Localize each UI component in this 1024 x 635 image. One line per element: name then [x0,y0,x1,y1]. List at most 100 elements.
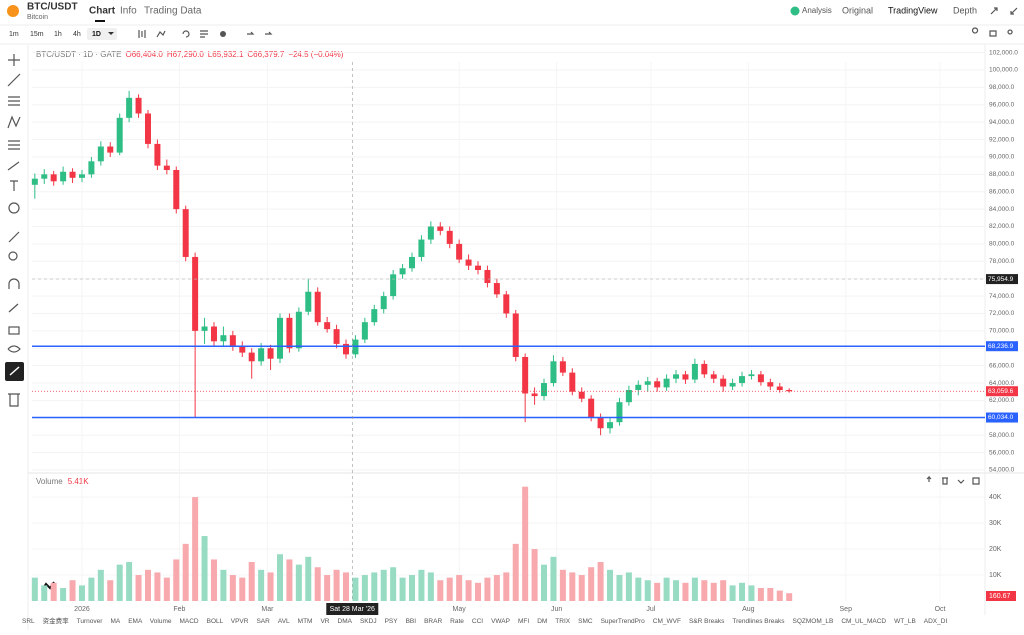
indicator[interactable]: MA [110,618,120,625]
view-option[interactable]: TradingView [888,5,938,15]
expand-icons[interactable] [990,7,1018,15]
interval[interactable]: 4h [73,31,81,38]
indicator[interactable]: BOLL [207,618,224,625]
indicator[interactable]: PSY [385,618,399,625]
indicator[interactable]: Trendlines Breaks [732,618,785,625]
candle-body [654,381,661,388]
indicator[interactable]: AVL [278,618,290,625]
candle-body [286,317,293,349]
x-tick-label: Mar [261,606,274,613]
tab[interactable]: Info [120,6,137,17]
volume-bar [654,582,661,601]
analysis[interactable]: Analysis [802,6,832,15]
interval[interactable]: 1h [54,31,62,38]
volume-bar [201,536,208,601]
view-option[interactable]: Original [842,5,873,15]
interval[interactable]: 1m [9,31,19,38]
y-tick-label: 72,000.0 [989,310,1015,317]
indicator[interactable]: EMA [128,618,143,625]
interval[interactable]: 15m [30,31,44,38]
candle-body [456,243,463,260]
indicator[interactable]: SAR [256,618,270,625]
indicator[interactable]: VWAP [491,618,510,625]
tab[interactable]: Chart [89,6,116,17]
indicator[interactable]: DMA [338,618,353,625]
y-tick-label: 70,000.0 [989,328,1015,335]
indicator[interactable]: MACD [179,618,198,625]
volume-bar [182,543,189,601]
volume-bar [31,577,38,601]
volume-bar [437,580,444,601]
drawing-tools[interactable] [7,54,21,407]
y-tick-label: 20K [989,546,1002,553]
indicator[interactable]: SQZMOM_LB [793,618,834,625]
indicator[interactable]: BBI [406,618,417,625]
indicator[interactable]: S&R Breaks [689,618,725,625]
indicator[interactable]: VR [320,618,329,625]
volume-bar [116,564,123,601]
volume-bar [493,575,500,601]
volume-bar [333,569,340,601]
y-tick-label: 58,000.0 [989,432,1015,439]
volume-bar [78,585,85,601]
pane-icons[interactable] [926,475,980,485]
volume-bar [550,556,557,601]
volume-bar [625,572,632,601]
candle-body [503,294,510,314]
candle-body [616,402,623,423]
volume-bar [663,577,670,601]
candle-body [173,170,180,210]
indicator[interactable]: CM_WVF [653,618,681,625]
volume-bar [597,562,604,601]
candle-body [220,335,227,342]
volume-bar [305,556,312,601]
indicator[interactable]: MTM [298,618,313,625]
y-tick-label: 98,000.0 [989,84,1015,91]
indicator[interactable]: CM_UL_MACD [841,618,886,625]
tab[interactable]: Trading Data [144,6,202,17]
volume-bar [210,559,217,601]
toolbar-icon[interactable] [220,31,226,37]
indicator[interactable]: VPVR [231,618,249,625]
x-tick-label: Jul [646,606,655,613]
indicator[interactable]: DM [537,618,547,625]
indicator[interactable]: ADX_DI [924,618,948,625]
volume-bar [465,580,472,601]
y-tick-label: 74,000.0 [989,293,1015,300]
price-tag [986,412,1018,423]
candle-body [107,146,114,153]
indicator[interactable]: BRAR [424,618,442,625]
indicator[interactable]: SuperTrendPro [601,618,646,625]
indicator[interactable]: Turnover [77,618,104,625]
candle-body [720,378,727,387]
indicator[interactable]: WT_LB [894,618,916,625]
indicator[interactable]: CCI [472,618,483,625]
indicator[interactable]: 资金费率 [43,616,70,625]
indicator[interactable]: SMC [578,618,593,625]
volume-bar [673,580,680,601]
toolbar-icons[interactable] [138,27,1013,38]
symbol[interactable]: BTC/USDT [27,2,78,13]
indicator[interactable]: Rate [450,618,464,625]
indicator[interactable]: TRIX [555,618,570,625]
volume-bar [757,588,764,601]
view-option[interactable]: Depth [953,5,977,15]
indicator[interactable]: Volume [150,618,172,625]
dropdown[interactable] [108,32,114,35]
y-tick-label: 62,000.0 [989,397,1015,404]
interval[interactable]: 1D [92,31,101,38]
y-tick-label: 86,000.0 [989,188,1015,195]
candle-body [691,363,698,380]
candle-body [267,348,274,359]
volume-bar [475,582,482,601]
volume-bar [248,562,255,601]
candle-body [229,335,236,347]
coin-name: Bitcoin [27,14,48,21]
indicator[interactable]: SKDJ [360,618,377,625]
indicator[interactable]: MFI [518,618,529,625]
ohlc: H67,290.0 [167,50,204,59]
volume-bar [701,580,708,601]
candle-body [342,343,349,355]
y-tick-label: 30K [989,520,1002,527]
indicator[interactable]: SRL [22,618,35,625]
